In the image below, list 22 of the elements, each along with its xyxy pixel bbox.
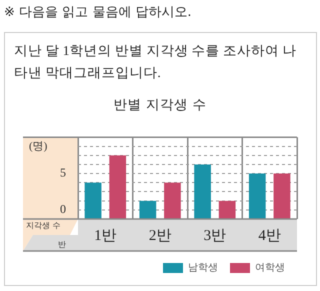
y-tick-label: 0 (60, 202, 66, 216)
chart-subtitle: 지난 달 1학년의 반별 지각생 수를 조사하여 나타낸 막대그래프입니다. (14, 42, 298, 82)
bar (84, 182, 102, 219)
x-axis-title: 반 (58, 240, 66, 250)
x-tick-label: 2반 (148, 228, 172, 244)
bar (109, 155, 126, 219)
text: 지각생 수 (26, 221, 61, 230)
x-tick-label: 4반 (258, 228, 281, 244)
bar (139, 200, 156, 219)
bar (274, 174, 290, 219)
chart-title: 반별 지각생 수 (112, 96, 208, 114)
x-tick-label: 1반 (94, 228, 117, 244)
bar (194, 164, 211, 219)
legend-label: 남학생 (188, 262, 218, 274)
y-tick-label: 5 (60, 166, 66, 180)
bar (248, 174, 266, 219)
x-tick-label: 3반 (204, 228, 226, 244)
legend-label: 여학생 (255, 262, 285, 274)
bar (218, 200, 236, 219)
bar (164, 182, 181, 219)
text: ※ 다음을 읽고 물음에 답하시오. (4, 4, 192, 21)
y-axis-title: (명) (29, 140, 48, 153)
